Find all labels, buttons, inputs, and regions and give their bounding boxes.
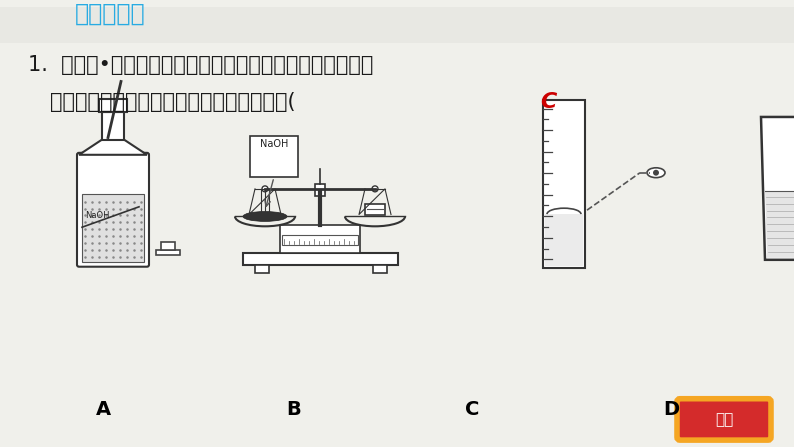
Bar bbox=[82, 194, 144, 262]
Bar bbox=[543, 100, 585, 268]
Polygon shape bbox=[761, 117, 794, 260]
Text: NaOH: NaOH bbox=[260, 139, 288, 148]
Bar bbox=[99, 99, 127, 112]
Circle shape bbox=[372, 186, 378, 192]
Bar bbox=[250, 136, 298, 177]
Text: C: C bbox=[465, 400, 480, 419]
FancyBboxPatch shape bbox=[0, 7, 794, 447]
Text: 返回: 返回 bbox=[715, 412, 733, 427]
Text: NaOH: NaOH bbox=[85, 211, 110, 220]
FancyBboxPatch shape bbox=[677, 399, 771, 440]
Text: A: A bbox=[95, 400, 111, 419]
Text: 基础巩固练: 基础巩固练 bbox=[75, 1, 145, 25]
Polygon shape bbox=[79, 139, 147, 155]
Bar bbox=[315, 184, 325, 196]
Circle shape bbox=[653, 170, 659, 176]
Bar bbox=[372, 265, 387, 273]
Bar bbox=[280, 225, 360, 253]
Ellipse shape bbox=[647, 168, 665, 177]
Text: C: C bbox=[540, 93, 557, 112]
Bar bbox=[365, 204, 385, 215]
Text: D: D bbox=[663, 400, 679, 419]
Circle shape bbox=[262, 186, 268, 192]
Bar bbox=[255, 265, 268, 273]
Bar bbox=[545, 214, 583, 266]
Polygon shape bbox=[765, 191, 794, 258]
Text: 溶液，部分操作如图所示，其中不正确的是(: 溶液，部分操作如图所示，其中不正确的是( bbox=[50, 93, 349, 112]
FancyBboxPatch shape bbox=[77, 153, 149, 267]
Text: B: B bbox=[287, 400, 301, 419]
Bar bbox=[156, 250, 180, 255]
Text: 1.  【中考•青岛】实验室配制一定溶质质量分数的氢氧化钠: 1. 【中考•青岛】实验室配制一定溶质质量分数的氢氧化钠 bbox=[28, 55, 373, 75]
Bar bbox=[0, 7, 794, 43]
Ellipse shape bbox=[243, 211, 287, 221]
Bar bbox=[161, 242, 175, 250]
Bar bbox=[242, 253, 398, 265]
Bar bbox=[102, 112, 124, 139]
Bar bbox=[282, 235, 358, 245]
